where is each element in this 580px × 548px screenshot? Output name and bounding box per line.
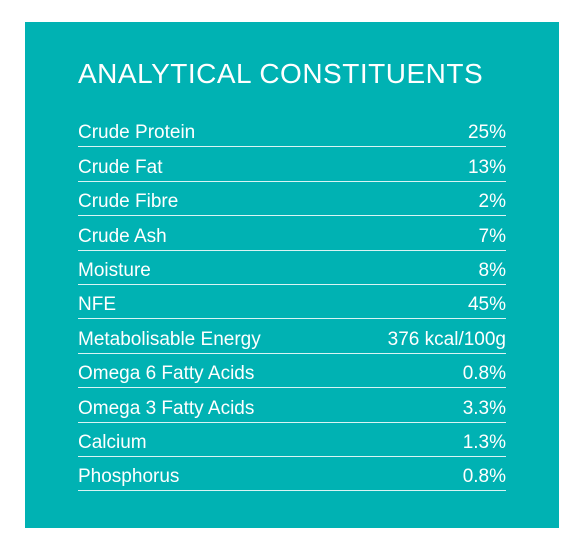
row-label: Calcium: [78, 431, 147, 453]
row-value: 2%: [478, 191, 506, 213]
row-value: 25%: [467, 122, 506, 144]
table-row: Crude Fat 13%: [78, 147, 506, 182]
table-row: Crude Protein 25%: [78, 113, 506, 148]
row-label: Crude Fat: [78, 156, 163, 178]
table-row: Metabolisable Energy 376 kcal/100g: [78, 319, 506, 354]
row-label: NFE: [78, 294, 116, 316]
row-label: Phosphorus: [78, 466, 180, 488]
row-label: Omega 3 Fatty Acids: [78, 397, 255, 419]
table-row: Calcium 1.3%: [78, 423, 506, 457]
row-label: Metabolisable Energy: [78, 328, 261, 350]
row-value: 45%: [467, 294, 506, 316]
row-value: 1.3%: [462, 431, 506, 453]
table-row: Phosphorus 0.8%: [78, 457, 506, 492]
table-row: NFE 45%: [78, 285, 506, 320]
table-row: Crude Ash 7%: [78, 216, 506, 251]
row-value: 7%: [478, 225, 506, 247]
row-value: 0.8%: [462, 363, 506, 385]
analytical-constituents-panel: ANALYTICAL CONSTITUENTS Crude Protein 25…: [25, 22, 559, 528]
table-row: Omega 3 Fatty Acids 3.3%: [78, 388, 506, 423]
constituents-table: Crude Protein 25% Crude Fat 13% Crude Fi…: [78, 113, 506, 492]
row-value: 3.3%: [462, 397, 506, 419]
row-label: Omega 6 Fatty Acids: [78, 363, 255, 385]
table-row: Omega 6 Fatty Acids 0.8%: [78, 354, 506, 389]
row-value: 8%: [478, 259, 506, 281]
row-value: 0.8%: [462, 466, 506, 488]
row-value: 13%: [467, 156, 506, 178]
row-label: Moisture: [78, 259, 151, 281]
table-row: Crude Fibre 2%: [78, 182, 506, 217]
row-label: Crude Fibre: [78, 191, 179, 213]
row-value: 376 kcal/100g: [387, 328, 506, 350]
row-label: Crude Protein: [78, 122, 196, 144]
row-label: Crude Ash: [78, 225, 167, 247]
panel-title: ANALYTICAL CONSTITUENTS: [78, 58, 484, 89]
table-row: Moisture 8%: [78, 251, 506, 285]
